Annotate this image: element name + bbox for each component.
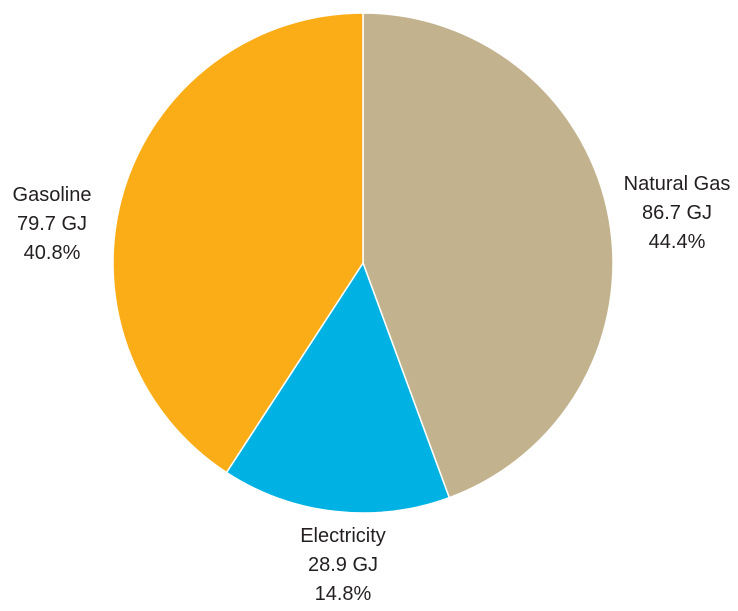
gasoline-percent: 40.8%	[23, 242, 81, 264]
electricity-name: Electricity	[300, 525, 386, 547]
natural-gas-name: Natural Gas	[623, 173, 731, 195]
gasoline-slice	[112, 12, 364, 474]
electricity-value: 28.9 GJ	[307, 554, 379, 576]
natural-gas-value: 86.7 GJ	[641, 202, 713, 224]
natural-gas-percent: 44.4%	[648, 231, 706, 253]
gasoline-value: 79.7 GJ	[16, 213, 88, 235]
natural-gas-label: Natural Gas 86.7 GJ 44.4%	[624, 170, 731, 257]
electricity-slice	[225, 262, 451, 514]
gasoline-name: Gasoline	[12, 184, 92, 206]
natural-gas-slice	[362, 12, 614, 499]
electricity-label: Electricity 28.9 GJ 14.8%	[300, 522, 386, 609]
gasoline-label: Gasoline 79.7 GJ 40.8%	[13, 181, 92, 268]
electricity-percent: 14.8%	[314, 583, 372, 605]
